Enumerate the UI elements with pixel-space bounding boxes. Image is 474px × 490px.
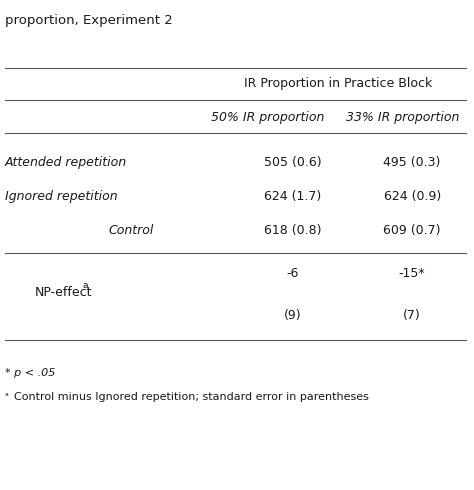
Text: * p < .05: * p < .05 [5,368,55,378]
Text: (9): (9) [284,309,302,321]
Text: NP-effect: NP-effect [35,286,92,298]
Text: a: a [82,280,88,290]
Text: 495 (0.3): 495 (0.3) [383,155,441,169]
Text: ᵃ: ᵃ [5,392,9,402]
Text: (7): (7) [403,309,421,321]
Text: Ignored repetition: Ignored repetition [5,190,118,202]
Text: proportion, Experiment 2: proportion, Experiment 2 [5,14,173,27]
Text: 618 (0.8): 618 (0.8) [264,223,322,237]
Text: -6: -6 [287,267,299,279]
Text: Attended repetition: Attended repetition [5,155,127,169]
Text: 33% IR proportion: 33% IR proportion [346,111,459,123]
Text: 624 (1.7): 624 (1.7) [264,190,322,202]
Text: IR Proportion in Practice Block: IR Proportion in Practice Block [244,77,432,91]
Text: -15*: -15* [399,267,426,279]
Text: 50% IR proportion: 50% IR proportion [211,111,325,123]
Text: Control: Control [109,223,154,237]
Text: 624 (0.9): 624 (0.9) [383,190,441,202]
Text: 609 (0.7): 609 (0.7) [383,223,441,237]
Text: 505 (0.6): 505 (0.6) [264,155,322,169]
Text: Control minus Ignored repetition; standard error in parentheses: Control minus Ignored repetition; standa… [14,392,369,402]
